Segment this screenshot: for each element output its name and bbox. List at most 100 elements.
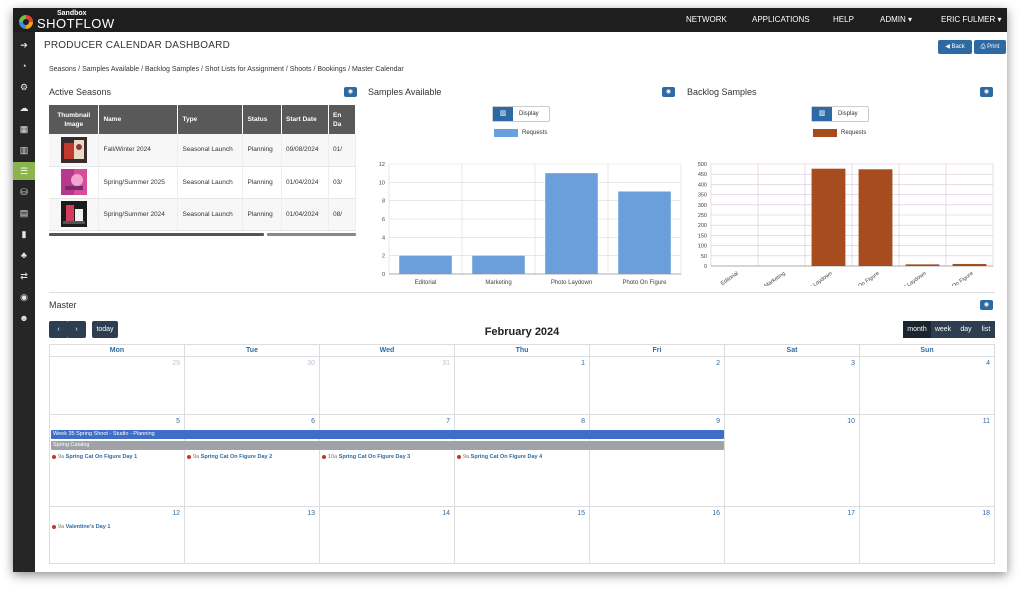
day-cell[interactable]: 3 [725, 357, 860, 415]
calendar-event[interactable]: 9a Spring Cat On Figure Day 4 [457, 454, 542, 460]
day-cell[interactable]: 30 [185, 357, 320, 415]
day-cell[interactable]: 16 [590, 507, 725, 564]
table-icon[interactable]: ▤ [19, 208, 29, 218]
day-cell[interactable]: 17 [725, 507, 860, 564]
day-number[interactable]: 3 [851, 360, 855, 367]
view-list-button[interactable]: list [977, 321, 995, 338]
nav-admin[interactable]: ADMIN ▾ [880, 15, 913, 24]
day-number[interactable]: 2 [716, 360, 720, 367]
col-end-date[interactable]: En Da [328, 105, 356, 134]
active-seasons-eye-icon[interactable]: ◉ [344, 87, 357, 97]
day-header: Tue [185, 345, 320, 357]
users-icon[interactable]: ☻ [19, 313, 29, 323]
calendar-multiday-event[interactable]: Week 35 Spring Shoot - Studio - Planning [51, 430, 724, 439]
table-row[interactable]: Fall/Winter 2024 Seasonal Launch Plannin… [49, 134, 356, 167]
samples-display-toggle[interactable]: ▥ Display [492, 106, 550, 122]
exchange-icon[interactable]: ⇄ [20, 271, 28, 281]
day-number[interactable]: 13 [307, 510, 315, 517]
calendar-event[interactable]: 9a Valentine's Day 1 [52, 524, 110, 530]
day-number[interactable]: 4 [986, 360, 990, 367]
nav-applications[interactable]: APPLICATIONS [752, 15, 810, 24]
samples-available-eye-icon[interactable]: ◉ [662, 87, 675, 97]
nav-help[interactable]: HELP [833, 15, 854, 24]
day-cell[interactable]: 29 [50, 357, 185, 415]
day-cell[interactable]: 12 [50, 507, 185, 564]
day-cell[interactable]: 15 [455, 507, 590, 564]
day-cell[interactable]: 8 [455, 415, 590, 507]
day-number[interactable]: 29 [172, 360, 180, 367]
season-thumbnail-image[interactable] [60, 136, 87, 163]
backlog-samples-eye-icon[interactable]: ◉ [980, 87, 993, 97]
prev-month-button[interactable]: ‹ [49, 321, 68, 338]
day-number[interactable]: 14 [442, 510, 450, 517]
view-month-button[interactable]: month [903, 321, 931, 338]
table-row[interactable]: Spring/Summer 2024 Seasonal Launch Plann… [49, 198, 356, 231]
col-thumbnail[interactable]: Thumbnail Image [49, 105, 100, 134]
master-eye-icon[interactable]: ◉ [980, 300, 993, 310]
season-thumbnail-image[interactable] [60, 169, 87, 195]
day-number[interactable]: 9 [716, 418, 720, 425]
col-type[interactable]: Type [177, 105, 244, 134]
back-button[interactable]: ◀ Back [938, 40, 972, 54]
table-scrollbar-track[interactable] [267, 233, 356, 236]
day-cell[interactable]: 31 [320, 357, 455, 415]
table-scrollbar-thumb[interactable] [49, 233, 264, 236]
day-number[interactable]: 6 [311, 418, 315, 425]
sitemap-icon[interactable]: ♣ [21, 250, 27, 260]
dashboard-icon[interactable]: ◔ [21, 61, 27, 71]
nav-network[interactable]: NETWORK [686, 15, 727, 24]
day-number[interactable]: 12 [172, 510, 180, 517]
day-number[interactable]: 5 [176, 418, 180, 425]
day-cell[interactable]: 2 [590, 357, 725, 415]
day-number[interactable]: 1 [581, 360, 585, 367]
day-cell[interactable]: 6 [185, 415, 320, 507]
day-cell[interactable]: 1 [455, 357, 590, 415]
day-number[interactable]: 15 [577, 510, 585, 517]
season-thumbnail-image[interactable] [60, 201, 87, 227]
day-number[interactable]: 11 [982, 418, 990, 425]
day-cell[interactable]: 18 [860, 507, 995, 564]
day-number[interactable]: 16 [712, 510, 720, 517]
camera-icon[interactable]: ◉ [20, 292, 28, 302]
day-number[interactable]: 8 [581, 418, 585, 425]
day-cell[interactable]: 11 [860, 415, 995, 507]
view-day-button[interactable]: day [955, 321, 977, 338]
col-status[interactable]: Status [242, 105, 282, 134]
bar-chart-icon[interactable]: ▥ [19, 145, 29, 155]
table-row[interactable]: Spring/Summer 2025 Seasonal Launch Plann… [49, 166, 356, 199]
day-number[interactable]: 31 [442, 360, 450, 367]
breadcrumb[interactable]: Seasons / Samples Available / Backlog Sa… [49, 66, 404, 73]
col-start-date[interactable]: Start Date [281, 105, 330, 134]
day-cell[interactable]: 7 [320, 415, 455, 507]
backlog-display-toggle[interactable]: ▥ Display [811, 106, 869, 122]
list-alt-icon[interactable]: ☰ [13, 162, 35, 180]
cloud-upload-icon[interactable]: ☁ [19, 103, 29, 113]
day-cell[interactable]: 4 [860, 357, 995, 415]
view-week-button[interactable]: week [931, 321, 955, 338]
calendar-event[interactable]: 9a Spring Cat On Figure Day 1 [52, 454, 137, 460]
calendar-icon[interactable]: ▦ [19, 124, 29, 134]
day-cell[interactable]: 14 [320, 507, 455, 564]
calendar-event[interactable]: 10a Spring Cat On Figure Day 3 [322, 454, 410, 460]
day-number[interactable]: 18 [982, 510, 990, 517]
day-cell[interactable]: 5 [50, 415, 185, 507]
day-cell[interactable]: 13 [185, 507, 320, 564]
cogs-icon[interactable]: ⚙ [19, 82, 29, 92]
day-number[interactable]: 10 [847, 418, 855, 425]
active-seasons-table-wrap[interactable]: Thumbnail Image Name Type Status Start D… [49, 105, 356, 237]
arrow-right-icon[interactable]: ➔ [20, 40, 28, 50]
file-icon[interactable]: ▮ [21, 229, 27, 239]
next-month-button[interactable]: › [67, 321, 86, 338]
calendar-event[interactable]: 9a Spring Cat On Figure Day 2 [187, 454, 272, 460]
day-number[interactable]: 7 [446, 418, 450, 425]
day-cell[interactable]: 9 [590, 415, 725, 507]
calendar-multiday-event[interactable]: Spring Catalog [51, 441, 724, 450]
col-name[interactable]: Name [98, 105, 179, 134]
nav-user-menu[interactable]: ERIC FULMER ▾ [941, 15, 1002, 24]
today-button[interactable]: today [92, 321, 118, 338]
day-cell[interactable]: 10 [725, 415, 860, 507]
database-icon[interactable]: ⛁ [20, 187, 28, 197]
day-number[interactable]: 30 [307, 360, 315, 367]
print-button[interactable]: ⎙ Print [974, 40, 1006, 54]
day-number[interactable]: 17 [847, 510, 855, 517]
